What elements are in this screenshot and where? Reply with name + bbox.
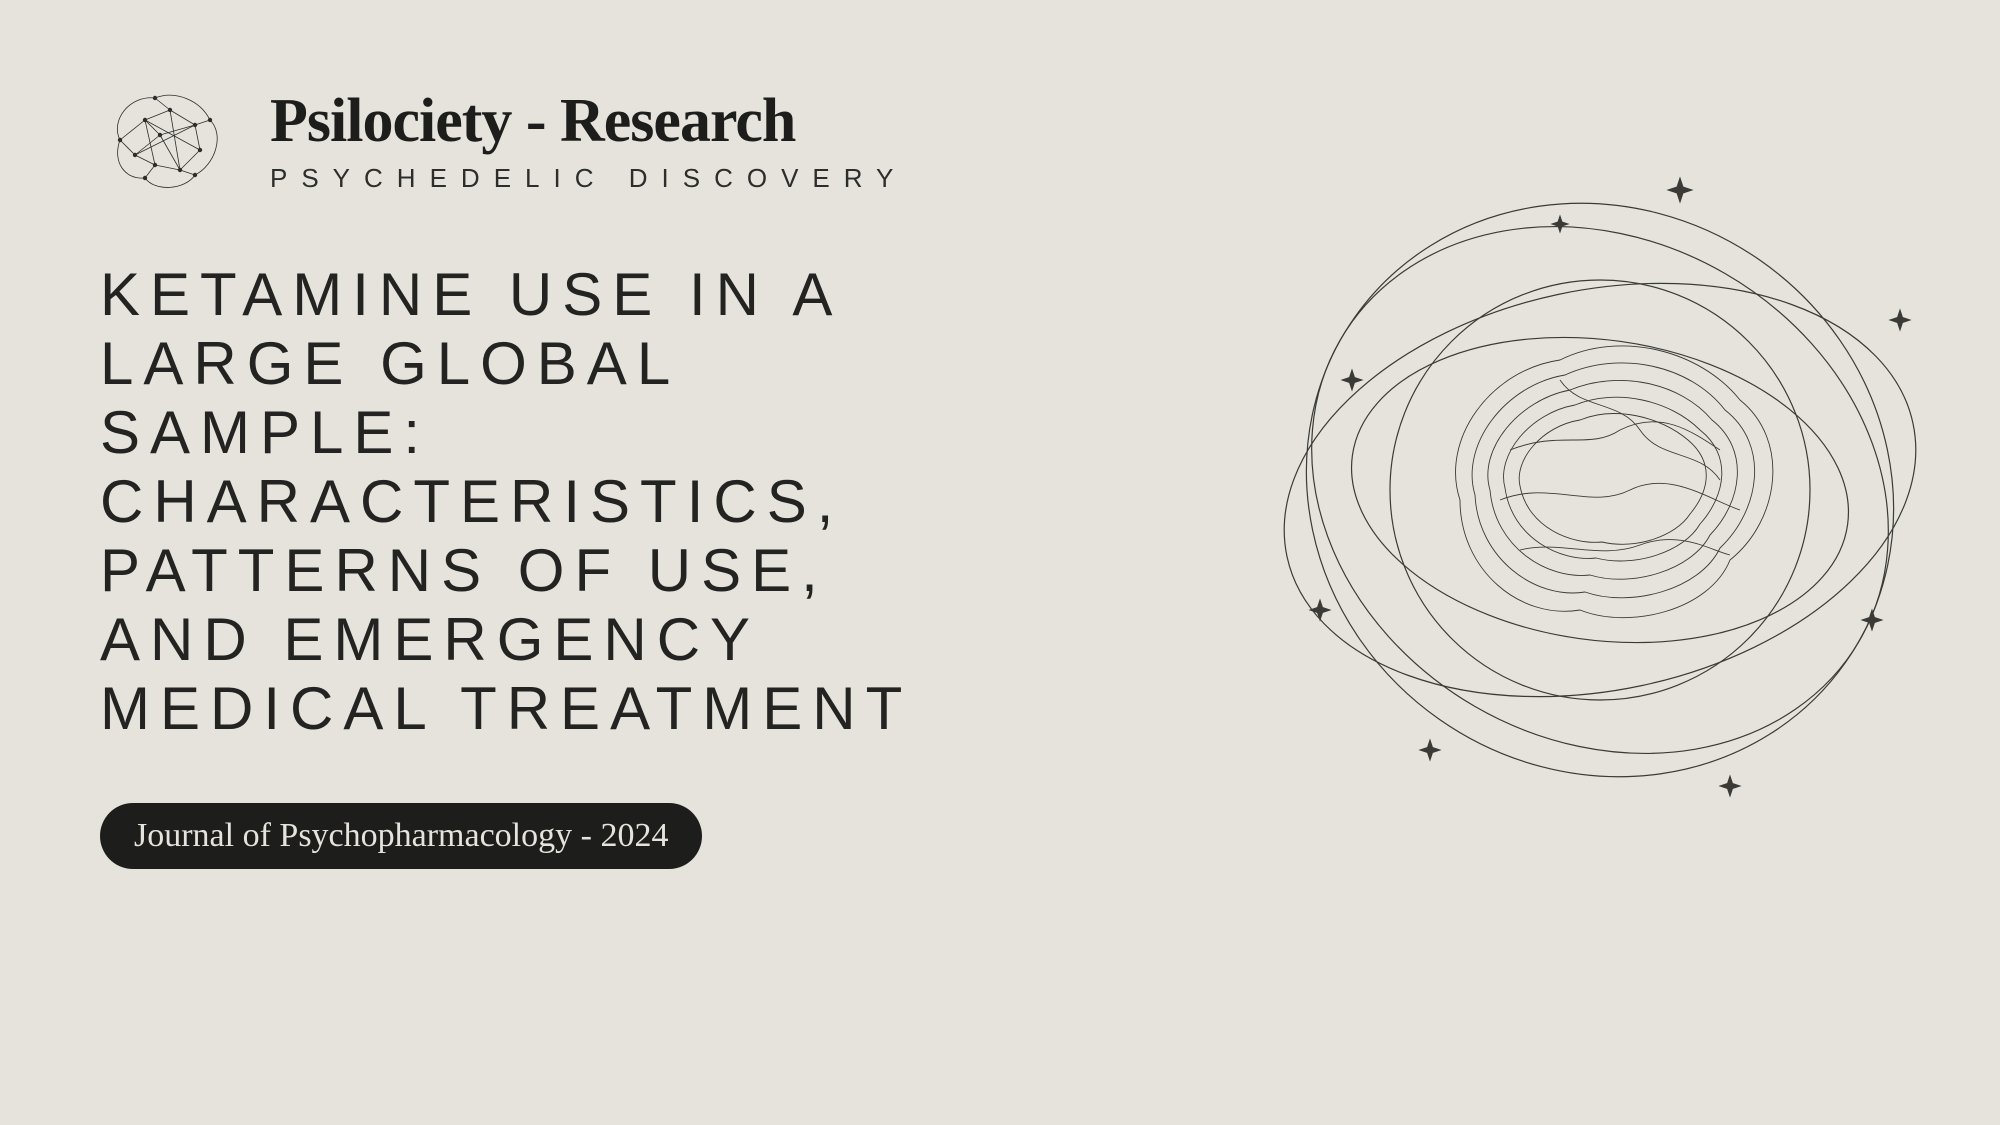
page-root: Psilociety - Research PSYCHEDELIC DISCOV…	[0, 0, 2000, 1125]
header: Psilociety - Research PSYCHEDELIC DISCOV…	[100, 80, 1900, 200]
journal-badge: Journal of Psychopharmacology - 2024	[100, 803, 702, 869]
main-content: KETAMINE USE IN A LARGE GLOBAL SAMPLE: C…	[100, 260, 1900, 869]
brand-subtitle: PSYCHEDELIC DISCOVERY	[270, 163, 907, 194]
brand-block: Psilociety - Research PSYCHEDELIC DISCOV…	[270, 86, 907, 194]
article-title: KETAMINE USE IN A LARGE GLOBAL SAMPLE: C…	[100, 260, 920, 743]
network-brain-icon	[100, 80, 230, 200]
brand-title: Psilociety - Research	[270, 86, 907, 157]
left-column: KETAMINE USE IN A LARGE GLOBAL SAMPLE: C…	[100, 260, 920, 869]
